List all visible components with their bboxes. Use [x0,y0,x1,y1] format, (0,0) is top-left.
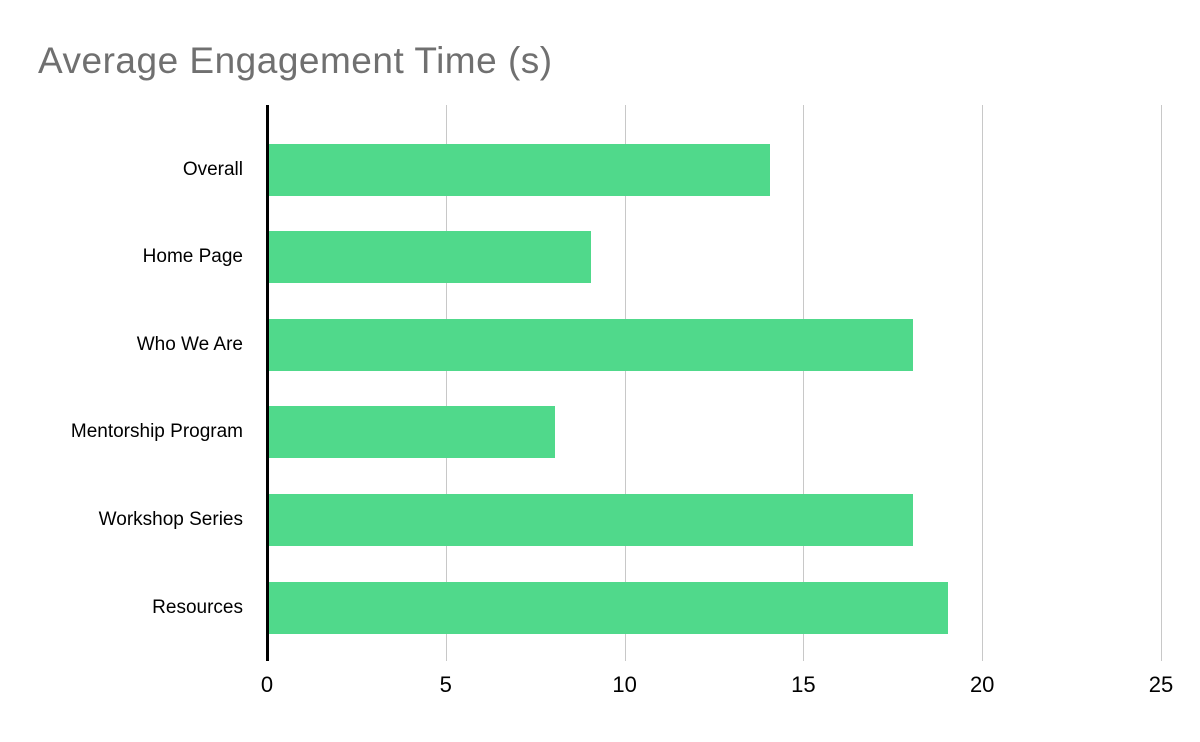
gridline [982,105,984,661]
bar-overall [269,143,770,196]
bar-home-page [269,231,591,284]
x-tick-label: 15 [791,672,816,697]
bar-who-we-are [269,318,913,371]
category-label: Home Page [142,246,243,268]
y-axis-line [266,105,269,661]
category-axis: Overall Home Page Who We Are Mentorship Pro… [0,105,255,661]
bar-resources [269,581,949,634]
x-tick-label: 0 [260,672,274,697]
gridline [1161,105,1162,661]
gridline [803,105,805,661]
x-tick-label: 25 [1148,672,1174,697]
x-tick-label: 10 [612,672,637,697]
gridline [445,105,447,661]
x-axis: 0 5 10 15 20 25 [261,672,1173,702]
chart-title: Average Engagement Time (s) [38,40,553,81]
category-label: Mentorship Program [70,421,243,443]
gridline [624,105,626,661]
x-tick-label: 5 [439,672,452,697]
plot-area [266,105,1162,661]
category-label: Overall [182,158,243,180]
x-tick-label: 20 [969,672,995,697]
bar-workshop-series [269,493,913,546]
bar-mentorship-program [269,406,556,459]
category-label: Resources [152,596,243,618]
category-label: Who We Are [136,333,243,355]
category-label: Workshop Series [98,508,243,530]
